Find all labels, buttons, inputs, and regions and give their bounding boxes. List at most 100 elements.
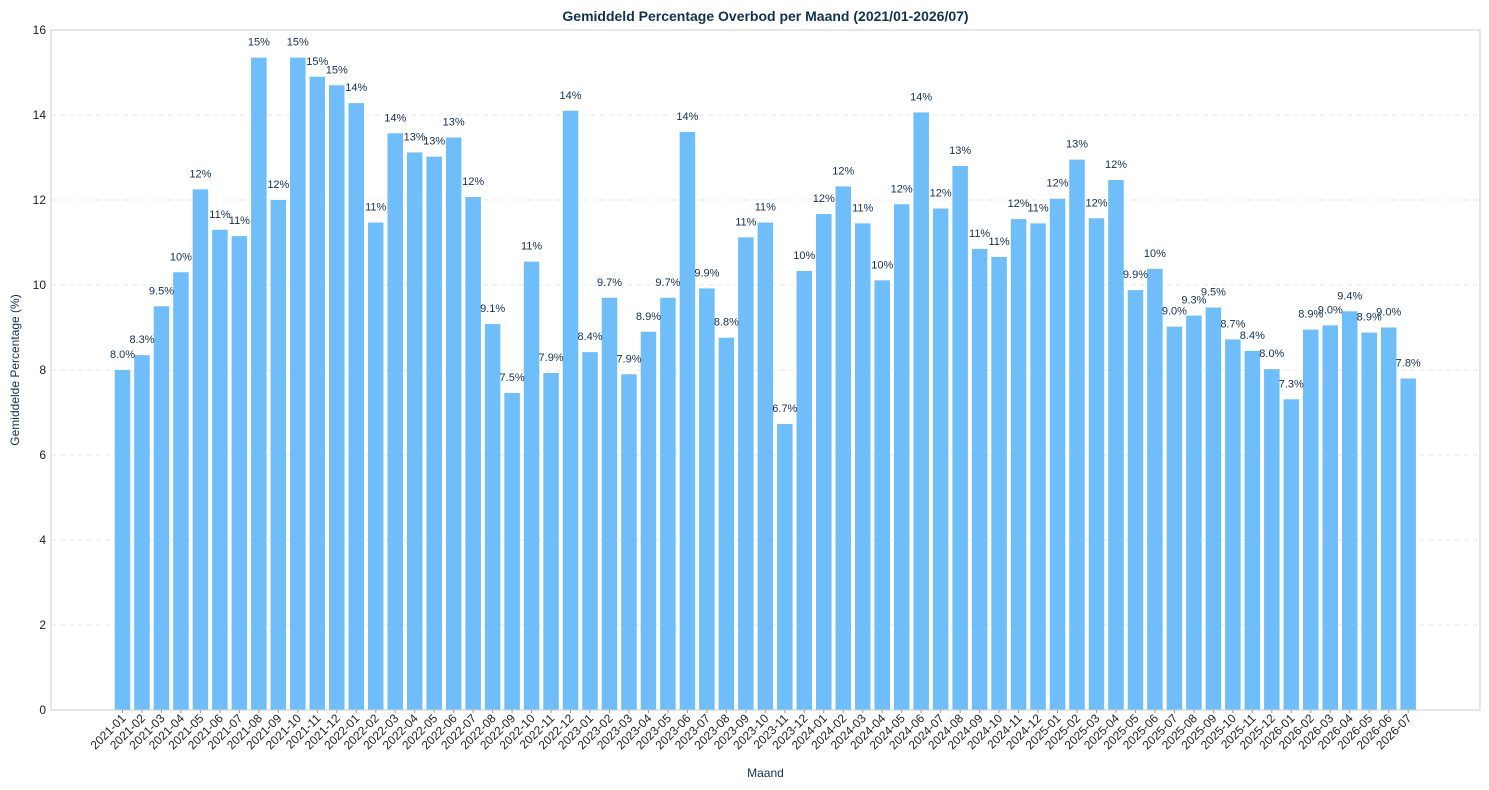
data-label-2026-02: 8.9% — [1298, 309, 1323, 321]
data-label-2025-09: 9.5% — [1201, 287, 1226, 299]
bar-2021-04 — [173, 272, 189, 710]
bar-2025-12 — [1264, 369, 1280, 710]
bar-2026-02 — [1303, 329, 1319, 710]
chart-title: Gemiddeld Percentage Overbod per Maand (… — [562, 8, 968, 24]
data-label-2024-03: 11% — [852, 202, 873, 214]
data-label-2022-01: 14% — [345, 82, 367, 94]
data-label-2025-03: 12% — [1085, 197, 1107, 209]
bar-2023-06 — [679, 132, 696, 710]
data-label-2022-11: 7.9% — [539, 352, 564, 364]
data-label-2025-07: 9.0% — [1162, 306, 1187, 318]
data-label-2026-03: 9.0% — [1318, 304, 1343, 316]
data-label-2024-12: 11% — [1027, 202, 1048, 214]
bar-2021-10 — [290, 57, 306, 711]
bar-2023-04 — [640, 331, 657, 710]
data-label-2022-06: 13% — [443, 117, 465, 129]
y-tick-label: 16 — [33, 23, 47, 37]
data-label-2024-07: 12% — [930, 188, 952, 200]
bar-2023-03 — [621, 374, 637, 710]
data-label-2024-08: 13% — [949, 145, 971, 157]
data-label-2022-10: 11% — [521, 241, 542, 253]
y-tick-label: 8 — [39, 363, 46, 377]
bar-2024-01 — [816, 214, 832, 710]
x-axis-label: Maand — [747, 766, 784, 780]
data-label-2025-01: 12% — [1047, 178, 1069, 190]
data-label-2024-11: 12% — [1008, 198, 1030, 210]
data-label-2023-10: 11% — [755, 202, 776, 214]
bar-2023-12 — [796, 270, 813, 710]
data-label-2022-09: 7.5% — [500, 372, 525, 384]
bar-2021-01 — [114, 370, 131, 710]
data-label-2025-04: 12% — [1105, 159, 1127, 171]
data-label-2022-07: 12% — [462, 176, 484, 188]
y-tick-label: 6 — [39, 448, 46, 462]
y-tick-label: 12 — [33, 193, 47, 207]
y-axis-label: Gemiddelde Percentage (%) — [8, 294, 22, 445]
data-label-2021-06: 11% — [209, 209, 230, 221]
bar-2021-11 — [309, 76, 326, 710]
bar-2022-10 — [523, 261, 540, 710]
bar-2023-11 — [777, 423, 793, 710]
bar-2024-10 — [991, 256, 1007, 710]
bar-2025-11 — [1244, 350, 1261, 710]
bar-2021-08 — [251, 57, 267, 711]
data-label-2023-02: 9.7% — [597, 277, 622, 289]
bar-2022-07 — [465, 197, 481, 710]
bar-2024-06 — [913, 112, 929, 710]
data-label-2024-04: 10% — [871, 259, 893, 271]
bar-2022-12 — [562, 110, 579, 710]
bar-2021-06 — [212, 229, 228, 710]
bar-2022-05 — [426, 156, 442, 710]
bar-2022-06 — [445, 137, 462, 710]
bar-2021-07 — [231, 236, 248, 711]
bar-2025-01 — [1049, 198, 1066, 711]
data-label-2025-12: 8.0% — [1259, 348, 1284, 360]
data-label-2021-02: 8.3% — [129, 334, 154, 346]
data-label-2021-10: 15% — [287, 37, 309, 49]
data-label-2026-06: 9.0% — [1376, 307, 1401, 319]
data-label-2023-08: 8.8% — [714, 317, 739, 329]
data-label-2025-05: 9.9% — [1123, 269, 1148, 281]
data-label-2023-06: 14% — [676, 111, 698, 123]
bar-2022-01 — [348, 103, 365, 711]
data-label-2023-07: 9.9% — [694, 267, 719, 279]
data-label-2022-12: 14% — [560, 90, 582, 102]
data-label-2025-02: 13% — [1066, 139, 1088, 151]
bar-2023-07 — [699, 288, 715, 710]
bar-2025-06 — [1147, 268, 1163, 710]
data-label-2023-03: 7.9% — [616, 353, 641, 365]
bar-2023-02 — [601, 297, 618, 710]
data-label-2025-10: 8.7% — [1220, 318, 1245, 330]
data-label-2021-03: 9.5% — [149, 285, 174, 297]
bar-2022-04 — [406, 152, 423, 710]
data-label-2021-12: 15% — [326, 64, 348, 76]
data-label-2021-09: 12% — [267, 179, 289, 191]
bar-2025-10 — [1225, 339, 1241, 710]
bar-2024-05 — [893, 204, 910, 710]
bar-2024-11 — [1010, 219, 1027, 710]
data-label-2026-04: 9.4% — [1337, 290, 1362, 302]
data-label-2022-04: 13% — [404, 131, 426, 143]
bar-2023-05 — [660, 297, 676, 710]
bar-2021-05 — [192, 189, 209, 711]
bar-2025-07 — [1166, 326, 1183, 710]
data-label-2024-05: 12% — [891, 183, 913, 195]
data-label-2022-05: 13% — [423, 136, 445, 148]
bar-2026-03 — [1322, 325, 1339, 710]
data-label-2021-08: 15% — [248, 37, 270, 49]
data-label-2026-07: 7.8% — [1396, 358, 1421, 370]
bar-2021-09 — [270, 200, 287, 710]
bar-2026-01 — [1283, 399, 1300, 710]
data-label-2023-09: 11% — [735, 216, 756, 228]
bar-2024-03 — [854, 223, 871, 710]
bar-2024-09 — [971, 248, 988, 711]
data-label-2021-07: 11% — [229, 215, 250, 227]
bar-2025-08 — [1186, 315, 1202, 710]
bar-2024-02 — [835, 186, 852, 710]
data-label-2022-03: 14% — [384, 112, 406, 124]
y-tick-label: 2 — [39, 618, 46, 632]
bar-2025-03 — [1088, 218, 1105, 710]
bar-series — [114, 57, 1416, 711]
